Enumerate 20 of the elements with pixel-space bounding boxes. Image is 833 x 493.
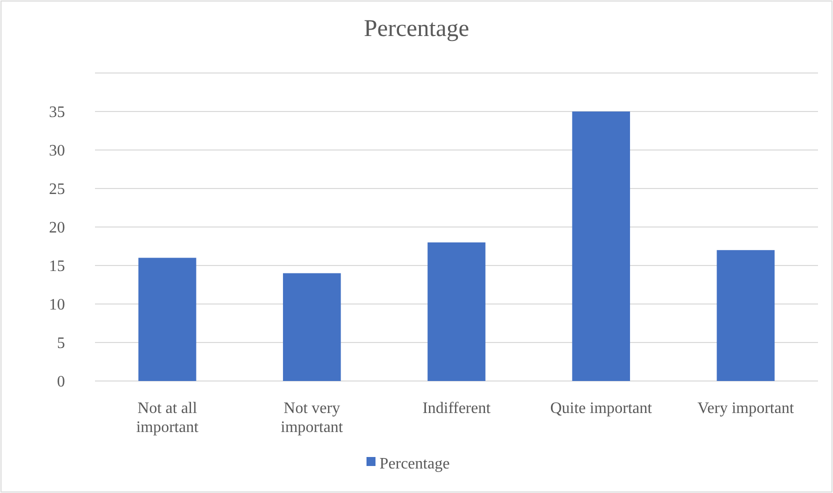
x-tick-label: Not at all important [136, 400, 199, 436]
x-tick-label: Very important [697, 400, 794, 417]
y-tick-label: 25 [49, 181, 65, 198]
chart-title: Percentage [364, 16, 470, 42]
y-tick-label: 35 [49, 104, 65, 122]
bar [138, 258, 196, 381]
x-tick-label: Not very important [280, 400, 344, 436]
x-tick-label: Indifferent [422, 400, 492, 417]
legend-label: Percentage [380, 456, 450, 473]
x-tick-label: Quite important [550, 400, 653, 417]
y-tick-label: 30 [49, 142, 65, 160]
bar [572, 112, 630, 381]
bar [282, 273, 341, 381]
y-tick-label: 10 [49, 296, 65, 314]
bar [716, 250, 775, 381]
y-tick-label: 0 [57, 374, 65, 391]
y-tick-label: 20 [49, 220, 65, 237]
bar [428, 242, 486, 381]
y-tick-label: 15 [49, 258, 65, 276]
y-tick-label: 5 [57, 335, 65, 352]
